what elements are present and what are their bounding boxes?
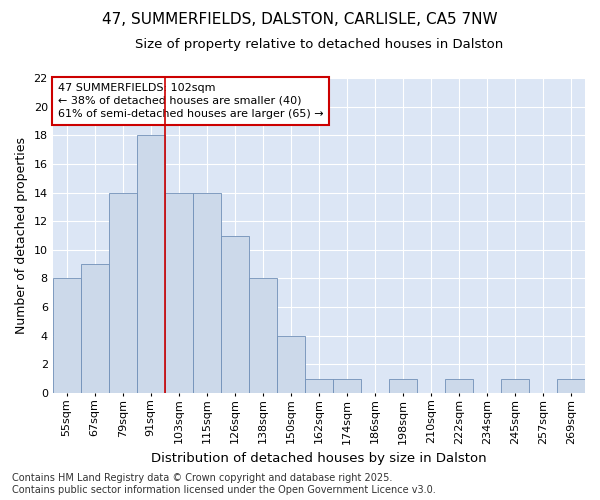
- Bar: [165, 192, 193, 393]
- Bar: [277, 336, 305, 393]
- Bar: [137, 136, 165, 393]
- Bar: [389, 378, 417, 393]
- Text: Contains HM Land Registry data © Crown copyright and database right 2025.
Contai: Contains HM Land Registry data © Crown c…: [12, 474, 436, 495]
- Bar: [249, 278, 277, 393]
- Bar: [333, 378, 361, 393]
- Bar: [53, 278, 80, 393]
- X-axis label: Distribution of detached houses by size in Dalston: Distribution of detached houses by size …: [151, 452, 487, 465]
- Text: 47 SUMMERFIELDS: 102sqm
← 38% of detached houses are smaller (40)
61% of semi-de: 47 SUMMERFIELDS: 102sqm ← 38% of detache…: [58, 83, 323, 119]
- Bar: [221, 236, 249, 393]
- Bar: [80, 264, 109, 393]
- Title: Size of property relative to detached houses in Dalston: Size of property relative to detached ho…: [135, 38, 503, 51]
- Bar: [109, 192, 137, 393]
- Bar: [557, 378, 585, 393]
- Bar: [193, 192, 221, 393]
- Bar: [501, 378, 529, 393]
- Text: 47, SUMMERFIELDS, DALSTON, CARLISLE, CA5 7NW: 47, SUMMERFIELDS, DALSTON, CARLISLE, CA5…: [102, 12, 498, 28]
- Bar: [445, 378, 473, 393]
- Y-axis label: Number of detached properties: Number of detached properties: [15, 137, 28, 334]
- Bar: [305, 378, 333, 393]
